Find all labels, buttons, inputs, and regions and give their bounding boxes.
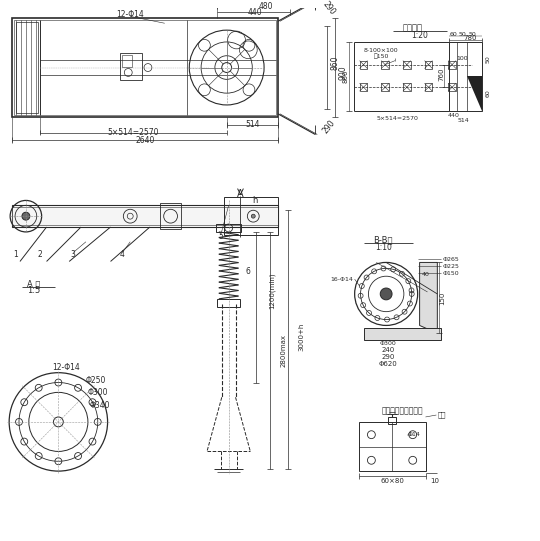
Polygon shape — [420, 262, 437, 333]
Text: 760: 760 — [438, 68, 444, 81]
Text: 150: 150 — [439, 291, 446, 305]
Text: 100: 100 — [456, 56, 468, 61]
Bar — [424, 83, 433, 91]
Text: 深150: 深150 — [374, 53, 389, 58]
Bar — [381, 83, 389, 91]
Text: 780: 780 — [463, 35, 477, 41]
Text: 3000+h: 3000+h — [299, 323, 305, 352]
Text: 1:5: 1:5 — [27, 287, 40, 295]
Text: 60: 60 — [486, 89, 491, 97]
Bar — [388, 417, 396, 424]
Text: 40: 40 — [422, 272, 429, 277]
Bar — [360, 61, 367, 69]
Text: Φ250: Φ250 — [86, 376, 106, 385]
Text: 60×80: 60×80 — [380, 478, 404, 484]
Bar — [359, 422, 426, 471]
Bar — [363, 328, 441, 340]
Text: 50: 50 — [486, 55, 491, 63]
Bar — [216, 224, 241, 232]
Text: Φ225: Φ225 — [442, 264, 459, 269]
Text: h: h — [252, 196, 258, 205]
Text: 3: 3 — [71, 250, 76, 259]
Text: 12-Φ14: 12-Φ14 — [52, 363, 80, 372]
Text: 基礎孔圖: 基礎孔圖 — [403, 24, 423, 32]
Text: 860: 860 — [330, 55, 340, 70]
Text: 440: 440 — [248, 8, 262, 17]
Bar — [448, 83, 456, 91]
Text: 290: 290 — [381, 354, 395, 360]
Text: 2800max: 2800max — [281, 334, 287, 367]
Bar — [424, 61, 433, 69]
Text: 440: 440 — [448, 113, 460, 118]
Text: 楔板: 楔板 — [437, 412, 446, 418]
Bar — [120, 53, 142, 81]
Text: 8-100×100: 8-100×100 — [364, 48, 399, 54]
Circle shape — [251, 214, 255, 218]
Text: B-B向: B-B向 — [374, 235, 393, 245]
Text: 10: 10 — [430, 478, 439, 484]
Bar — [14, 21, 276, 115]
Text: Φ150: Φ150 — [442, 270, 459, 276]
Bar — [224, 197, 278, 235]
Text: 1:20: 1:20 — [411, 30, 428, 39]
Text: 5×514=2570: 5×514=2570 — [107, 128, 159, 137]
Bar — [403, 61, 411, 69]
Bar — [360, 83, 367, 91]
Text: 6: 6 — [246, 267, 251, 276]
Circle shape — [380, 288, 392, 300]
Bar — [381, 61, 389, 69]
Text: 1:10: 1:10 — [375, 243, 392, 252]
Text: 290: 290 — [321, 0, 337, 17]
Text: Φ14: Φ14 — [408, 432, 421, 437]
Bar — [16, 22, 38, 113]
Bar — [12, 207, 278, 225]
Text: A 向: A 向 — [27, 280, 40, 288]
Text: 4: 4 — [120, 250, 125, 259]
Text: 50: 50 — [458, 31, 466, 37]
Text: 60: 60 — [449, 31, 457, 37]
Text: Φ300: Φ300 — [88, 388, 109, 397]
Text: 5×514=2570: 5×514=2570 — [377, 116, 419, 121]
Bar — [449, 42, 482, 111]
Text: Φ340: Φ340 — [90, 401, 110, 410]
Text: 290: 290 — [321, 118, 337, 135]
Text: 860: 860 — [343, 70, 349, 83]
Text: 1: 1 — [14, 250, 18, 259]
Text: 2640: 2640 — [136, 136, 154, 145]
Text: 514: 514 — [245, 120, 260, 129]
Text: Φ265: Φ265 — [442, 257, 459, 262]
Text: 5: 5 — [218, 232, 223, 241]
Text: 16-Φ14: 16-Φ14 — [331, 276, 354, 282]
Bar — [217, 299, 240, 307]
Bar — [12, 18, 278, 117]
Text: 50: 50 — [469, 31, 477, 37]
Text: 1200(min): 1200(min) — [269, 273, 275, 309]
Text: 514: 514 — [458, 118, 470, 123]
Text: 楔板直接焊通示意圖: 楔板直接焊通示意圖 — [382, 407, 424, 415]
Text: 12-Φ14: 12-Φ14 — [116, 10, 144, 19]
Circle shape — [22, 212, 30, 220]
Text: A: A — [237, 188, 244, 199]
Bar — [403, 83, 411, 91]
Text: 240: 240 — [381, 347, 395, 353]
Text: Φ300: Φ300 — [380, 341, 396, 346]
Polygon shape — [467, 76, 482, 111]
Bar — [448, 61, 456, 69]
Bar — [160, 203, 181, 229]
Text: 2: 2 — [37, 250, 42, 259]
Bar — [123, 55, 132, 67]
Text: 900: 900 — [339, 65, 347, 80]
Text: Φ620: Φ620 — [379, 361, 397, 367]
Text: 480: 480 — [259, 2, 273, 11]
Bar — [12, 206, 278, 227]
